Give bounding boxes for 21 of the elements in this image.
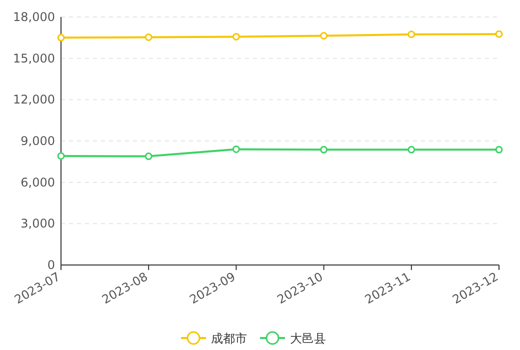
point: [232, 146, 240, 154]
point: [232, 32, 240, 40]
legend-label: 成都市: [211, 332, 247, 346]
y-tick-label: 9,000: [20, 134, 55, 148]
y-tick-label: 15,000: [13, 51, 55, 66]
y-tick-label: 0: [47, 258, 55, 272]
y-tick-label: 18,000: [13, 10, 55, 24]
legend-label: 大邑县: [290, 332, 326, 346]
point: [495, 146, 503, 154]
y-tick-label: 6,000: [20, 175, 55, 190]
point: [57, 152, 65, 160]
y-tick-label: 12,000: [13, 92, 55, 107]
point: [408, 30, 416, 38]
point: [320, 146, 328, 154]
point: [495, 30, 503, 38]
y-tick-label: 3,000: [20, 216, 55, 231]
point: [320, 32, 328, 40]
point: [144, 152, 152, 160]
point: [57, 34, 65, 42]
point: [144, 34, 152, 42]
point: [408, 146, 416, 154]
